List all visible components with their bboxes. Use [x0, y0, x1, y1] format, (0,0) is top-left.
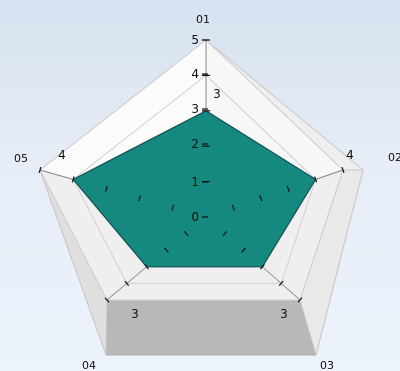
radar-category-label: 01 — [196, 13, 210, 26]
radar-category-label: 02 — [388, 151, 400, 164]
radar-value-label: 3 — [213, 87, 221, 101]
radar-category-label: 05 — [14, 152, 28, 165]
radar-scale-label: 4 — [191, 67, 199, 81]
radar-value-label: 3 — [131, 307, 139, 321]
radar-scale-label: 2 — [191, 137, 199, 151]
radar-value-label: 3 — [280, 307, 288, 321]
radar-value-label: 4 — [58, 148, 66, 162]
radar-scale-label: 5 — [191, 33, 199, 47]
radar-value-label: 4 — [346, 148, 354, 162]
radar-scale-label: 1 — [191, 175, 199, 189]
radar-category-label: 03 — [320, 359, 334, 371]
radar-scale-label: 3 — [191, 102, 199, 116]
radar-scale-label: 0 — [191, 210, 199, 224]
radar-category-label: 04 — [82, 359, 96, 371]
